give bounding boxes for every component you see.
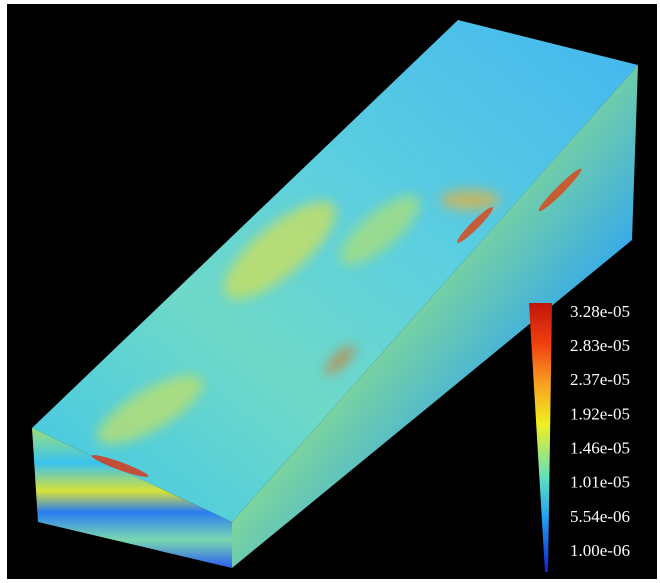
colorbar-label: 2.37e-05 xyxy=(570,370,630,389)
viewer: 3.28e-05 2.83e-05 2.37e-05 1.92e-05 1.46e-05… xyxy=(0,0,660,583)
colorbar-label: 2.83e-05 xyxy=(570,336,630,355)
colorbar-label: 1.46e-05 xyxy=(570,438,630,457)
render: 3.28e-05 2.83e-05 2.37e-05 1.92e-05 1.46e-05… xyxy=(0,0,660,583)
colorbar-label: 1.92e-05 xyxy=(570,404,630,423)
colorbar-label: 1.01e-05 xyxy=(570,473,630,492)
colorbar-label: 5.54e-06 xyxy=(570,507,630,526)
colorbar-label: 3.28e-05 xyxy=(570,302,630,321)
colorbar-label: 1.00e-06 xyxy=(570,541,630,560)
